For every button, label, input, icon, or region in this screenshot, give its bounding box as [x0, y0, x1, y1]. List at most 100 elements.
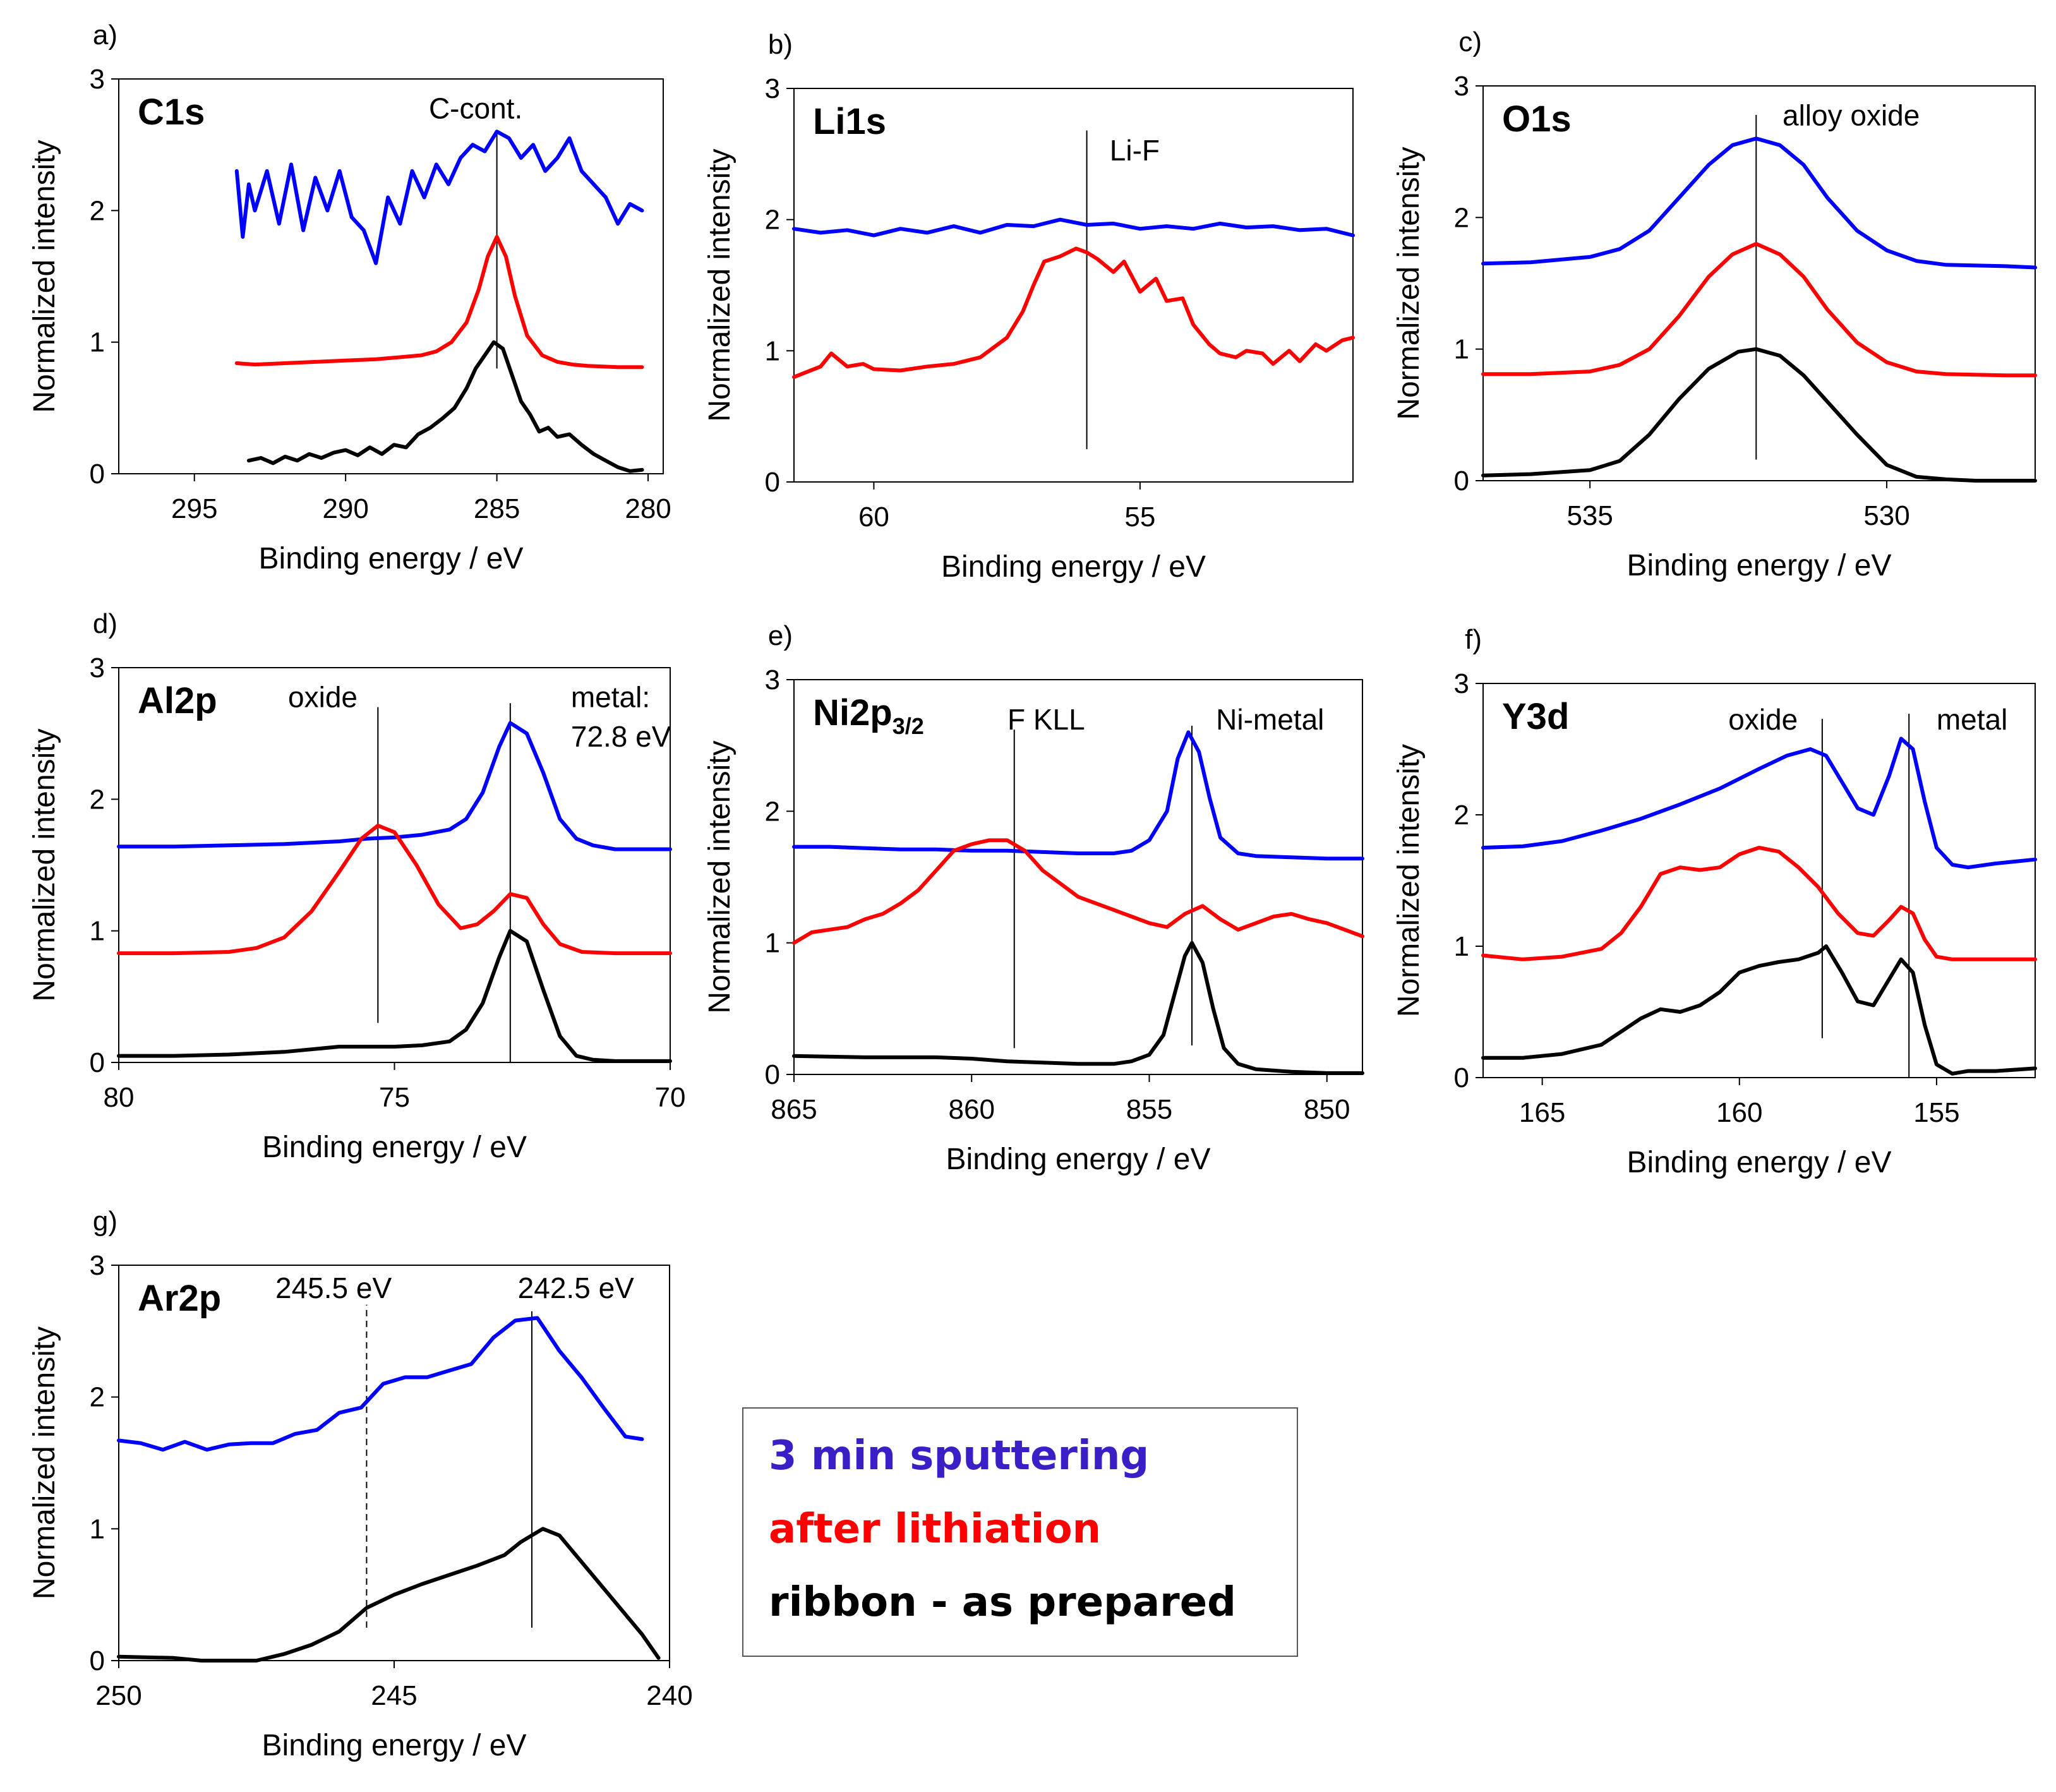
- legend-item-lithiation: after lithiation: [769, 1506, 1102, 1553]
- x-tick-label: 250: [95, 1680, 141, 1711]
- x-tick-label: 530: [1863, 500, 1909, 531]
- x-tick-label: 75: [379, 1082, 410, 1113]
- series-line-sputter: [1481, 136, 2037, 270]
- peak-annotation: oxide: [288, 681, 358, 714]
- series-line-lithiated: [1481, 242, 2037, 378]
- x-tick-label: 60: [858, 502, 889, 532]
- series-line-prepared: [1481, 944, 2037, 1076]
- series-line-lithiated: [234, 235, 644, 370]
- plot-frame: [793, 88, 1354, 483]
- series-line-sputter: [792, 217, 1355, 238]
- peak-annotation: 245.5 eV: [275, 1272, 392, 1304]
- y-tick-label: 3: [1454, 668, 1469, 699]
- x-axis-label: Binding energy / eV: [946, 1143, 1211, 1176]
- y-axis-label: Normalized intensity: [703, 148, 736, 421]
- x-axis-label: Binding energy / eV: [259, 542, 524, 575]
- panel-g-ar2p: 0 1 2 3 250 245 240 Binding energy / eV Normaliz…: [28, 1206, 693, 1762]
- series-line-prepared: [246, 340, 644, 473]
- panel-label: g): [93, 1206, 117, 1237]
- series-line-prepared: [117, 929, 672, 1063]
- x-tick-label: 280: [625, 493, 671, 524]
- y-tick-label: 2: [1454, 800, 1469, 831]
- y-tick-label: 2: [90, 195, 105, 226]
- panel-title: Al2p: [138, 680, 217, 721]
- x-axis-label: Binding energy / eV: [1627, 549, 1892, 582]
- panel-b-li1s: 0 1 2 3 60 55 Binding energy / eV Normalized in…: [703, 29, 1355, 584]
- x-tick-label: 285: [474, 493, 520, 524]
- y-axis-label: Normalized intensity: [1392, 147, 1426, 419]
- legend-item-sputtering: 3 min sputtering: [769, 1433, 1150, 1479]
- x-tick-label: 860: [949, 1094, 995, 1125]
- legend: 3 min sputtering after lithiation ribbon…: [742, 1407, 1298, 1657]
- panel-label: e): [768, 620, 793, 651]
- panel-f-y3d: 0 1 2 3 165 160 155 Binding energy / eV Normaliz…: [1392, 624, 2037, 1179]
- plot-frame: [118, 1265, 670, 1661]
- y-tick-label: 3: [765, 73, 780, 104]
- panel-label: d): [93, 608, 117, 639]
- peak-annotation: 242.5 eV: [518, 1272, 634, 1304]
- x-tick-label: 535: [1566, 500, 1613, 531]
- y-tick-label: 2: [765, 796, 780, 827]
- plot-frame: [793, 679, 1363, 1075]
- y-tick-label: 3: [765, 664, 780, 695]
- x-tick-label: 165: [1519, 1097, 1565, 1128]
- peak-annotation: 72.8 eV: [571, 720, 671, 753]
- y-tick-label: 1: [765, 928, 780, 959]
- series-line-sputter: [117, 721, 672, 851]
- series-line-sputter: [234, 129, 644, 265]
- series-line-sputter: [117, 1316, 644, 1452]
- panel-label: f): [1465, 624, 1482, 655]
- panel-title: O1s: [1502, 99, 1572, 140]
- series-line-sputter: [1481, 737, 2037, 870]
- y-axis-label: Normalized intensity: [1392, 744, 1426, 1017]
- series-line-sputter: [792, 730, 1364, 861]
- y-tick-label: 2: [765, 205, 780, 236]
- y-tick-label: 0: [765, 467, 780, 498]
- x-tick-label: 865: [771, 1094, 817, 1125]
- panel-c-o1s: 0 1 2 3 535 530 Binding energy / eV Normalized …: [1392, 27, 2037, 582]
- panel-title: Ni2p3/2: [813, 692, 924, 739]
- y-tick-label: 1: [90, 327, 105, 358]
- y-tick-label: 2: [90, 1382, 105, 1413]
- y-tick-label: 3: [90, 652, 105, 683]
- panel-title: Li1s: [813, 101, 886, 142]
- x-axis-label: Binding energy / eV: [262, 1729, 527, 1762]
- peak-annotation: metal:: [571, 681, 650, 714]
- x-tick-label: 295: [171, 493, 217, 524]
- series-line-lithiated: [792, 246, 1355, 379]
- y-axis-label: Normalized intensity: [28, 1326, 61, 1599]
- y-axis-label: Normalized intensity: [28, 728, 61, 1001]
- y-tick-label: 3: [90, 1250, 105, 1281]
- y-tick-label: 2: [1454, 202, 1469, 233]
- y-tick-label: 0: [90, 459, 105, 490]
- x-axis-label: Binding energy / eV: [1627, 1146, 1892, 1179]
- panel-title: C1s: [138, 92, 205, 133]
- legend-item-prepared: ribbon - as prepared: [769, 1579, 1236, 1626]
- panel-label: a): [93, 20, 117, 51]
- plot-frame: [118, 78, 664, 474]
- peak-annotation: alloy oxide: [1782, 99, 1920, 132]
- x-tick-label: 70: [655, 1082, 686, 1113]
- y-tick-label: 1: [765, 335, 780, 366]
- y-tick-label: 3: [1454, 71, 1469, 102]
- x-tick-label: 850: [1304, 1094, 1350, 1125]
- x-tick-label: 290: [322, 493, 368, 524]
- y-tick-label: 0: [765, 1059, 780, 1090]
- peak-annotation: metal: [1937, 703, 2007, 736]
- y-axis-label: Normalized intensity: [28, 140, 61, 412]
- x-axis-label: Binding energy / eV: [262, 1131, 527, 1164]
- y-tick-label: 0: [90, 1047, 105, 1078]
- series-line-prepared: [1481, 347, 2037, 483]
- y-tick-label: 0: [1454, 466, 1469, 496]
- y-tick-label: 1: [1454, 931, 1469, 962]
- panel-title: Ar2p: [138, 1278, 221, 1319]
- y-tick-label: 0: [1454, 1062, 1469, 1093]
- peak-annotation: oxide: [1728, 703, 1798, 736]
- panel-a-c1s: 0 1 2 3 295 290 285 280 Binding energy / eV Norma…: [28, 20, 671, 575]
- series-line-prepared: [792, 941, 1364, 1075]
- peak-annotation: Li-F: [1110, 134, 1160, 167]
- x-tick-label: 245: [371, 1680, 417, 1711]
- series-line-lithiated: [117, 824, 672, 956]
- peak-annotation: C-cont.: [429, 92, 522, 125]
